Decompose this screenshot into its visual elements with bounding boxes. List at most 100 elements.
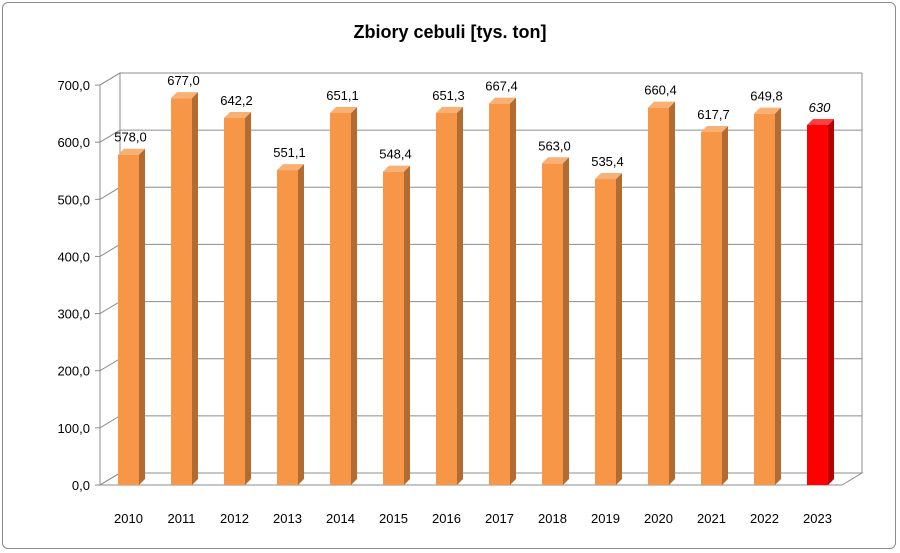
bar-front [330,112,351,485]
bar-top [224,112,251,119]
x-tick-label: 2012 [220,511,249,526]
x-axis-ticks: 2010 2011 2012 2013 2014 2015 2016 2017 2018 2019… [114,511,832,526]
bar-2015 [383,165,410,485]
bar-front [542,163,563,486]
x-tick-label: 2013 [273,511,302,526]
bar-2018 [542,157,569,486]
bar-side [722,126,728,486]
bar-front [277,170,298,486]
x-tick-label: 2021 [697,511,726,526]
bar-2017 [489,97,516,485]
bar-top [807,119,834,125]
bar-front [595,179,616,486]
bar-top [701,126,728,133]
bar-side [616,173,622,486]
y-tick-label: 500,0 [57,192,90,207]
bar-front [118,154,139,485]
x-tick-label: 2020 [644,511,673,526]
bar-top [648,101,675,108]
y-tick-label: 700,0 [57,78,90,93]
bar-2012 [224,112,251,486]
bars [118,92,834,486]
data-label: 649,8 [750,89,783,104]
y-tick-label: 200,0 [57,364,90,379]
bar-front [436,112,457,485]
plot-walls [98,72,864,486]
bar-top [436,106,463,113]
bar-side [139,148,145,485]
bar-side [192,92,198,486]
bar-front [648,107,669,485]
bar-side [245,112,251,486]
x-tick-label: 2014 [326,511,355,526]
gridline [99,72,862,86]
bar-2016 [436,106,463,485]
bar-top [383,165,410,172]
bar-2022 [754,107,781,485]
data-label: 667,4 [485,79,518,94]
bar-side [669,101,675,485]
bar-top [171,92,198,99]
bar-2020 [648,101,675,485]
bar-front [701,132,722,485]
bar-2023 [807,119,834,485]
x-tick-label: 2016 [432,511,461,526]
data-label: 630 [809,100,831,115]
y-tick-label: 600,0 [57,135,90,150]
data-label: 677,0 [167,73,200,88]
x-tick-label: 2022 [750,511,779,526]
data-label: 642,2 [220,93,253,108]
bar-top [489,97,516,104]
x-tick-label: 2018 [538,511,567,526]
data-label: 651,3 [432,88,465,103]
data-label: 578,0 [114,130,147,145]
data-label: 617,7 [697,107,730,122]
bar-side [404,165,410,485]
data-label: 660,4 [644,83,677,98]
bar-front [224,118,245,486]
bar-top [330,106,357,113]
x-tick-label: 2011 [168,511,196,526]
y-tick-label: 300,0 [57,307,90,322]
x-tick-label: 2010 [114,511,143,526]
x-tick-label: 2019 [591,511,620,526]
x-tick-label: 2023 [803,511,832,526]
bar-top [277,164,304,171]
x-tick-label: 2017 [485,511,514,526]
bar-side [775,107,781,485]
bar-top [754,107,781,114]
bar-side [351,106,357,485]
bar-2010 [118,148,145,485]
data-label: 535,4 [591,154,624,169]
y-tick-label: 100,0 [57,421,90,436]
bar-top [542,157,569,164]
bar-2013 [277,164,304,486]
floor [98,472,864,486]
data-label: 551,1 [273,145,306,160]
data-labels: 578,0 677,0 642,2 551,1 651,1 548,4 651,3 667,4… [114,73,831,169]
bar-side [828,119,834,485]
bar-side [298,164,304,486]
bar-front [383,171,404,485]
gridline [99,129,862,143]
bar-side [563,157,569,486]
bar-side [457,106,463,485]
bar-front [489,103,510,485]
bar-front [754,113,775,485]
y-tick-label: 0,0 [72,478,90,493]
bar-front [807,125,828,485]
bar-2011 [171,92,198,486]
data-label: 548,4 [379,147,412,162]
bar-top [595,173,622,180]
chart-title: Zbiory cebuli [tys. ton] [353,22,546,42]
data-label: 563,0 [538,138,571,153]
bar-2019 [595,173,622,486]
bar-top [118,148,145,155]
bar-2014 [330,106,357,485]
bar-side [510,97,516,485]
y-tick-label: 400,0 [57,249,90,264]
data-label: 651,1 [326,88,359,103]
bar-2021 [701,126,728,486]
x-tick-label: 2015 [379,511,408,526]
